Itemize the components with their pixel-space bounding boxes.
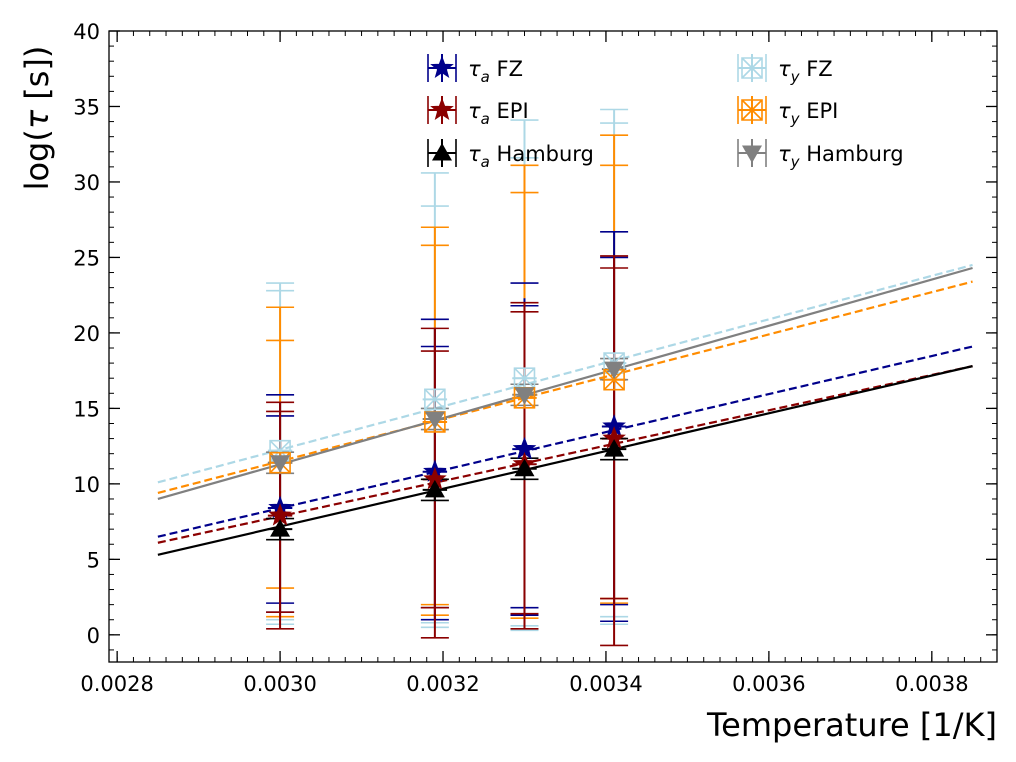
x-tick-label: 0.0036: [732, 672, 805, 696]
legend-entry-1: τa EPI: [427, 96, 529, 128]
legend-entry-3: τy FZ: [737, 54, 833, 86]
legend-label-greek: τ: [468, 142, 481, 166]
plot-frame: [108, 30, 998, 663]
legend-entry-5: τy Hamburg: [737, 139, 904, 171]
plot-area: [157, 108, 973, 647]
legend-marker: [741, 57, 763, 79]
legend-label-text: Hamburg: [490, 142, 594, 166]
legend-marker: [430, 97, 454, 121]
legend-label-subscript: a: [481, 110, 490, 128]
plot-content: [157, 108, 973, 647]
legend-label-text: FZ: [490, 57, 523, 81]
legend-label-subscript: a: [481, 153, 490, 171]
legend-label-text: EPI: [490, 99, 529, 123]
legend-label-text: FZ: [800, 57, 833, 81]
markers-series-2: [270, 439, 625, 537]
legend-label-subscript: y: [790, 68, 801, 86]
x-tick-label: 0.0034: [569, 672, 642, 696]
legend-label: τy EPI: [778, 99, 838, 128]
data-point-marker: [270, 455, 291, 473]
data-point-marker: [424, 411, 445, 429]
y-tick-label: 40: [73, 20, 100, 44]
y-axis-label-suffix: [s]): [18, 46, 56, 110]
y-tick-label: 10: [73, 473, 100, 497]
data-point-marker: [270, 519, 291, 537]
data-point-marker: [513, 367, 536, 390]
y-tick-label: 30: [73, 171, 100, 195]
axis-ticks: 0.0028 0.0030 0.0032 0.0034 0.0036 0.0038 0 5 10…: [73, 20, 998, 696]
legend-label: τa FZ: [468, 57, 523, 86]
y-tick-label: 15: [73, 397, 100, 421]
data-point-marker: [514, 458, 535, 477]
legend-label: τa Hamburg: [468, 142, 594, 171]
fit-line-0: [157, 345, 973, 538]
y-tick-label: 20: [73, 322, 100, 346]
legend-marker: [741, 99, 763, 121]
legend-entry-4: τy EPI: [737, 96, 838, 128]
y-tick-label: 5: [87, 548, 100, 572]
legend-label-greek: τ: [778, 142, 791, 166]
legend-label: τy Hamburg: [778, 142, 904, 171]
legend-marker: [432, 143, 452, 161]
data-point-marker: [603, 368, 625, 391]
legend-marker: [430, 55, 454, 79]
legend-label: τa EPI: [468, 99, 529, 128]
legend-entry-0: τa FZ: [427, 54, 523, 86]
markers-series-5: [270, 361, 625, 473]
legend-label-text: EPI: [800, 99, 839, 123]
data-point-marker: [604, 439, 625, 457]
legend-label-text: Hamburg: [800, 142, 904, 166]
legend-label-subscript: y: [790, 153, 801, 171]
data-point-marker: [424, 479, 445, 498]
y-tick-label: 0: [87, 624, 100, 648]
legend-label: τy FZ: [778, 57, 833, 86]
y-axis-label-symbol: τ: [18, 109, 56, 129]
fit-line-1: [157, 365, 973, 544]
x-tick-label: 0.0030: [243, 672, 316, 696]
legend-label-greek: τ: [778, 99, 791, 123]
legend-label-greek: τ: [468, 57, 481, 81]
y-tick-label: 25: [73, 246, 100, 270]
legend-marker: [742, 145, 762, 163]
x-tick-label: 0.0032: [406, 672, 479, 696]
legend-label-subscript: a: [481, 68, 490, 86]
x-axis-label: Temperature [1/K]: [706, 706, 997, 744]
legend-label-greek: τ: [778, 57, 791, 81]
legend-entry-2: τa Hamburg: [427, 139, 594, 171]
x-tick-label: 0.0038: [895, 672, 968, 696]
data-point-marker: [424, 388, 446, 411]
y-tick-label: 35: [73, 95, 100, 119]
data-point-marker: [604, 361, 625, 380]
y-axis-label-prefix: log(: [18, 129, 56, 190]
fit-line-5: [157, 266, 973, 501]
y-axis-label: log(τ [s]): [18, 46, 56, 191]
fit-line-3: [157, 263, 973, 484]
legend-label-greek: τ: [468, 99, 481, 123]
fit-line-2: [157, 365, 973, 556]
data-point-marker: [514, 387, 535, 405]
legend-label-subscript: y: [790, 110, 801, 128]
fit-line-4: [157, 280, 973, 494]
x-tick-label: 0.0028: [80, 672, 153, 696]
